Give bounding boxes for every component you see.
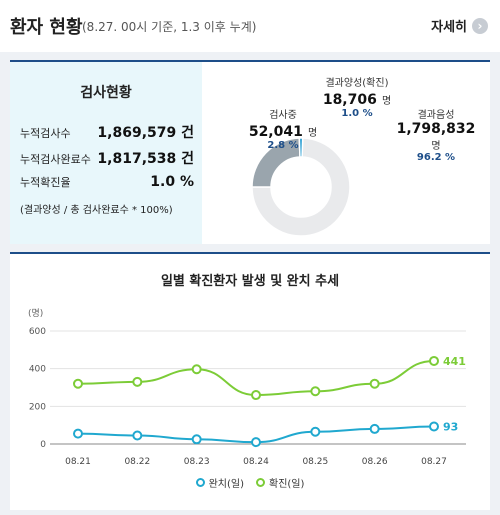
x-tick-label: 08.22 xyxy=(124,457,150,467)
label-percent: 96.2 % xyxy=(416,152,456,163)
donut-slice-negative xyxy=(251,137,351,237)
chart-title: 일별 확진환자 발생 및 완치 추세 xyxy=(160,274,340,289)
x-tick-label: 08.23 xyxy=(184,457,210,467)
y-tick-label: 600 xyxy=(29,327,46,337)
stat-row-total-tests: 누적검사수 1,869,579 건 xyxy=(20,122,194,142)
data-point xyxy=(310,386,321,397)
data-point xyxy=(191,434,202,445)
data-point xyxy=(369,423,380,434)
stat-value: 1,817,538 건 xyxy=(97,151,194,167)
label-percent: 1.0 % xyxy=(341,108,373,119)
data-point xyxy=(429,421,439,432)
label-value: 18,706 xyxy=(322,92,377,108)
donut-label-positive: 결과양성(확진) 18,706 명 1.0 % xyxy=(302,74,412,119)
label-value: 1,798,832 xyxy=(396,121,476,137)
label-name: 결과양성(확진) xyxy=(325,78,389,89)
test-summary-box: 검사현황 누적검사수 1,869,579 건 누적검사완료수 1,817,538… xyxy=(10,62,202,244)
y-tick-label: 200 xyxy=(29,402,46,412)
more-link[interactable]: 자세히 › xyxy=(431,16,488,35)
x-tick-label: 08.26 xyxy=(362,457,388,467)
daily-trend-line-chart: (명) 0 200 400 600 08.21 08.22 08.23 08.24 08.25 08… xyxy=(28,308,466,467)
more-label[interactable]: 자세히 xyxy=(431,20,467,35)
data-label: 441 xyxy=(443,355,466,368)
data-point xyxy=(369,378,380,389)
legend-label: 완치(일) xyxy=(208,479,244,490)
donut-label-testing: 검사중 52,041 명 2.8 % xyxy=(242,106,324,151)
label-unit: 명 xyxy=(381,96,392,107)
status-header: 환자 현황 (8.27. 00시 기준, 1.3 이후 누계) 자세히 › xyxy=(0,0,500,52)
chevron-right-icon[interactable]: › xyxy=(472,17,488,34)
result-donut-chart xyxy=(251,137,351,237)
donut-label-negative: 결과음성 1,798,832 명 96.2 % xyxy=(388,106,484,163)
test-status-panel: 검사현황 누적검사수 1,869,579 건 누적검사완료수 1,817,538… xyxy=(10,60,490,244)
data-point xyxy=(251,437,261,448)
legend-item-confirmed[interactable]: 확진(일) xyxy=(256,475,304,490)
stat-value: 1,869,579 건 xyxy=(97,125,194,141)
result-breakdown: 결과양성(확진) 18,706 명 1.0 % 검사중 52,041 명 2.8… xyxy=(202,62,490,244)
data-point xyxy=(191,364,202,375)
stat-label: 누적검사수 xyxy=(20,127,71,140)
stat-label: 누적확진율 xyxy=(20,176,71,189)
label-percent: 2.8 % xyxy=(267,140,299,151)
data-label: 93 xyxy=(443,420,458,433)
x-tick-label: 08.21 xyxy=(65,457,91,467)
x-tick-label: 08.25 xyxy=(302,457,328,467)
daily-trend-panel: 일별 확진환자 발생 및 완치 추세 (명) 0 200 400 600 08.21 08.… xyxy=(10,252,490,510)
data-point xyxy=(73,428,83,439)
rate-formula-note: (결과양성 / 총 검사완료수 * 100%) xyxy=(20,205,173,216)
data-point xyxy=(132,430,143,441)
label-unit: 명 xyxy=(307,128,318,139)
test-summary-title: 검사현황 xyxy=(80,85,132,101)
stat-row-positive-rate: 누적확진율 1.0 % xyxy=(20,174,194,190)
donut-slice-positive xyxy=(298,137,304,158)
label-unit: 명 xyxy=(431,141,441,152)
circle-icon xyxy=(195,478,205,487)
x-tick-label: 08.24 xyxy=(243,457,269,467)
chart-legend: 완치(일) 확진(일) xyxy=(10,475,490,490)
legend-item-recovered[interactable]: 완치(일) xyxy=(195,475,244,490)
y-tick-label: 0 xyxy=(40,440,46,450)
stat-value: 1.0 % xyxy=(150,174,194,190)
stat-label: 누적검사완료수 xyxy=(20,153,91,166)
legend-label: 확진(일) xyxy=(269,479,305,490)
page-title: 환자 현황 xyxy=(10,17,83,38)
data-point xyxy=(132,376,143,387)
series-line xyxy=(77,359,435,397)
label-name: 결과음성 xyxy=(417,110,455,121)
data-point xyxy=(73,378,83,389)
y-axis-unit-label: (명) xyxy=(28,308,43,319)
data-point xyxy=(251,390,261,401)
y-tick-label: 400 xyxy=(29,365,46,375)
label-value: 52,041 xyxy=(248,124,303,140)
label-name: 검사중 xyxy=(269,110,297,121)
data-point xyxy=(429,355,439,366)
page-subtitle: (8.27. 00시 기준, 1.3 이후 누계) xyxy=(82,20,257,34)
x-tick-label: 08.27 xyxy=(421,457,447,467)
data-point xyxy=(310,426,321,437)
circle-icon xyxy=(256,478,265,487)
stat-row-completed-tests: 누적검사완료수 1,817,538 건 xyxy=(20,148,194,168)
